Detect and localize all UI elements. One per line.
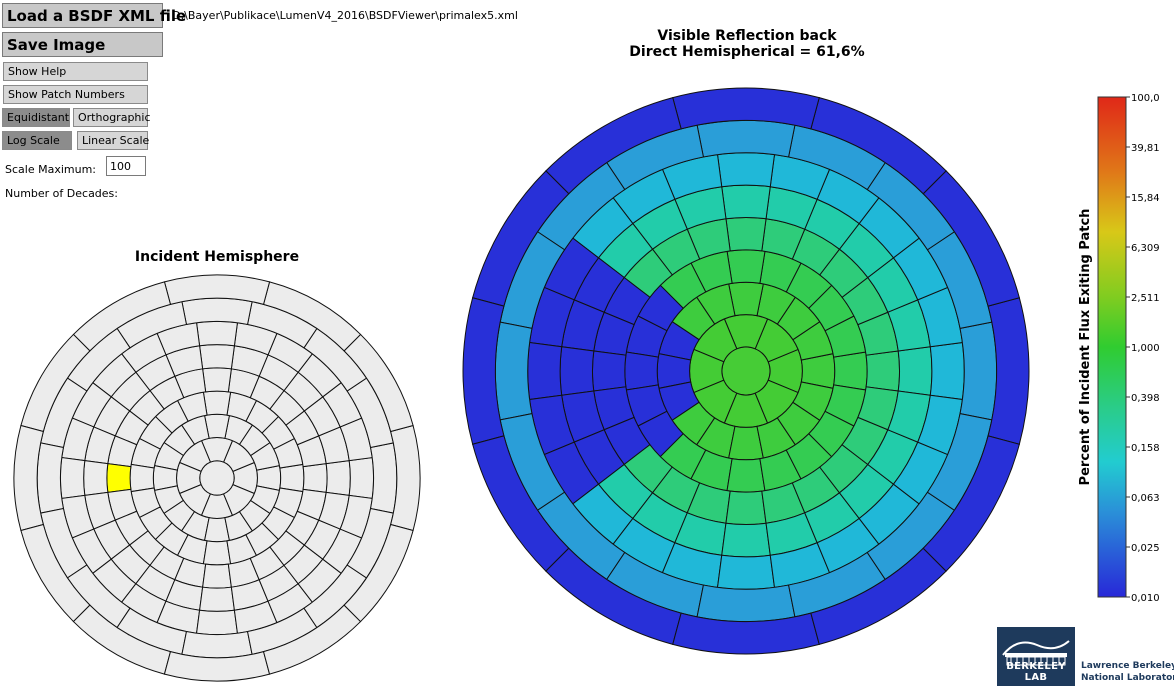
- scale-tick-label: 100,0: [1131, 93, 1160, 104]
- scale-tick-label: 1,000: [1131, 343, 1160, 354]
- logo-line2: National Laboratory: [1081, 673, 1174, 683]
- reflection-patch: [930, 343, 964, 400]
- show-help-button[interactable]: Show Help: [3, 62, 148, 81]
- incident-patch[interactable]: [84, 461, 108, 496]
- linear-scale-button[interactable]: Linear Scale: [77, 131, 148, 150]
- show-patch-numbers-button[interactable]: Show Patch Numbers: [3, 85, 148, 104]
- incident-patch[interactable]: [130, 464, 154, 491]
- reflection-patch: [726, 491, 766, 524]
- berkeley-lab-logo: BERKELEY LAB: [997, 627, 1075, 686]
- reflection-patch: [727, 459, 765, 492]
- orthographic-button[interactable]: Orthographic: [73, 108, 148, 127]
- reflection-patch: [528, 343, 562, 400]
- incident-patch[interactable]: [203, 391, 230, 415]
- incident-patch[interactable]: [280, 464, 304, 491]
- incident-patch[interactable]: [349, 458, 373, 499]
- scale-tick-label: 39,81: [1131, 143, 1160, 154]
- incident-patch[interactable]: [197, 321, 238, 345]
- incident-patch[interactable]: [182, 632, 252, 658]
- result-title-line1: Visible Reflection back: [597, 28, 897, 44]
- equidistant-button[interactable]: Equidistant: [2, 108, 70, 127]
- scale-tick-label: 6,309: [1131, 243, 1160, 254]
- reflection-patch: [898, 347, 932, 396]
- incident-patch[interactable]: [60, 458, 84, 499]
- scale-tick-label: 15,84: [1131, 193, 1160, 204]
- save-image-button[interactable]: Save Image: [2, 32, 163, 57]
- reflection-patch: [722, 185, 771, 219]
- reflection-plot: [430, 60, 1060, 690]
- incident-hemisphere[interactable]: [0, 260, 440, 695]
- reflection-patch: [718, 555, 775, 589]
- color-scale: 100,0 39,81 15,84 6,309 2,511 1,000 0,398 0,158…: [1070, 85, 1174, 610]
- scale-tick-label: 0,025: [1131, 543, 1160, 554]
- reflection-patch: [560, 347, 594, 396]
- scale-tick-label: 2,511: [1131, 293, 1160, 304]
- reflection-patch: [834, 352, 867, 390]
- log-scale-button[interactable]: Log Scale: [2, 131, 72, 150]
- scale-maximum-label: Scale Maximum:: [5, 163, 96, 176]
- scale-tick-label: 0,010: [1131, 593, 1160, 604]
- logo-line1: Lawrence Berkeley: [1081, 661, 1174, 671]
- reflection-patch: [726, 217, 766, 250]
- incident-patch[interactable]: [200, 587, 235, 611]
- reflection-patch: [718, 153, 775, 187]
- reflection-patch: [697, 585, 795, 622]
- incident-patch[interactable]: [197, 610, 238, 634]
- number-of-decades-label: Number of Decades:: [5, 187, 118, 200]
- incident-patch[interactable]: [203, 368, 232, 392]
- scale-tick-label: 0,063: [1131, 493, 1160, 504]
- scale-maximum-input[interactable]: 100: [106, 156, 146, 176]
- file-path: D:\Bayer\Publikace\LumenV4_2016\BSDFView…: [172, 9, 518, 22]
- load-bsdf-button[interactable]: Load a BSDF XML file: [2, 3, 163, 28]
- reflection-patch: [722, 523, 771, 557]
- incident-patch[interactable]: [200, 345, 235, 369]
- incident-patch[interactable]: [107, 464, 131, 493]
- logo-mark: BERKELEY LAB: [997, 661, 1075, 683]
- incident-patch[interactable]: [203, 541, 230, 565]
- reflection-patch: [960, 322, 997, 420]
- result-title-line2: Direct Hemispherical = 61,6%: [597, 44, 897, 60]
- incident-patch[interactable]: [37, 443, 63, 513]
- scale-tick-label: 0,398: [1131, 393, 1160, 404]
- scale-tick-label: 0,158: [1131, 443, 1160, 454]
- color-scale-label: Percent of Incident Flux Exiting Patch: [1078, 209, 1093, 486]
- reflection-patch: [727, 250, 765, 283]
- reflection-patch: [495, 322, 532, 420]
- color-scale-bar: [1098, 97, 1126, 597]
- reflection-patch: [697, 120, 795, 157]
- incident-patch[interactable]: [182, 298, 252, 324]
- reflection-patch: [592, 351, 625, 391]
- reflection-patch: [866, 351, 899, 391]
- reflection-patch: [625, 352, 658, 390]
- incident-patch[interactable]: [326, 461, 350, 496]
- incident-patch[interactable]: [303, 464, 327, 493]
- incident-patch[interactable]: [203, 564, 232, 588]
- incident-patch[interactable]: [371, 443, 397, 513]
